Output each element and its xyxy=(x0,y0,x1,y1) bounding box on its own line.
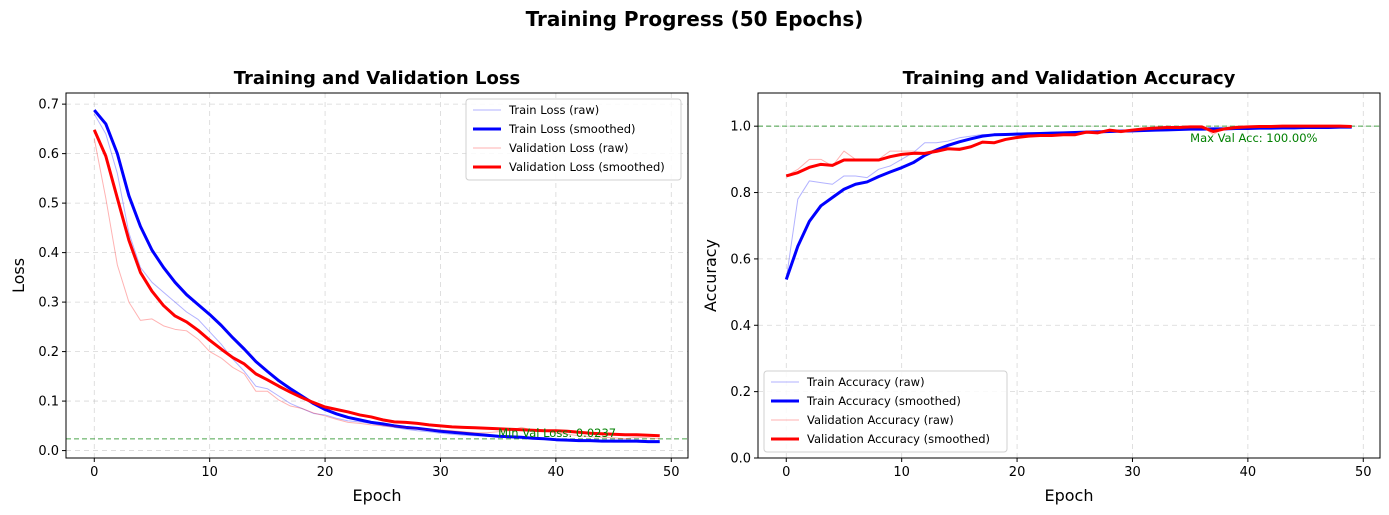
series-line-validation-loss-raw xyxy=(93,138,660,440)
legend-label: Validation Loss (raw) xyxy=(509,141,628,155)
x-tick-label: 20 xyxy=(317,465,334,480)
x-tick-label: 30 xyxy=(1124,465,1141,480)
x-tick-label: 0 xyxy=(90,465,98,480)
y-tick-label: 0.5 xyxy=(38,197,59,212)
y-axis-label: Accuracy xyxy=(701,239,720,312)
y-tick-label: 0.6 xyxy=(38,147,59,162)
y-tick-label: 0.7 xyxy=(38,98,59,113)
loss-chart-panel: Min Val Loss: 0.0237 0 10 20 30 40 50 0.0 0.1 0.2… xyxy=(9,68,689,505)
x-tick-label: 0 xyxy=(782,465,790,480)
legend-label: Train Accuracy (smoothed) xyxy=(806,394,961,408)
axes-frame xyxy=(65,92,689,459)
y-tick-label: 0.3 xyxy=(38,296,59,311)
legend-label: Train Accuracy (raw) xyxy=(806,375,925,389)
legend-label: Train Loss (smoothed) xyxy=(508,122,636,136)
figure-suptitle: Training Progress (50 Epochs) xyxy=(526,7,864,31)
x-tick-label: 20 xyxy=(1009,465,1026,480)
legend-box xyxy=(763,370,1008,453)
x-tick-label: 40 xyxy=(548,465,565,480)
axes-frame xyxy=(757,92,1381,459)
series-line-validation-loss-smoothed xyxy=(92,129,660,438)
y-tick-label: 0.2 xyxy=(730,385,751,400)
x-tick-label: 40 xyxy=(1240,465,1257,480)
series-line-train-loss-smoothed xyxy=(93,109,660,444)
legend-box xyxy=(465,98,682,181)
x-tick-label: 10 xyxy=(893,465,910,480)
x-tick-label: 30 xyxy=(432,465,449,480)
chart-title: Training and Validation Loss xyxy=(234,68,521,89)
y-tick-label: 0.4 xyxy=(38,246,59,261)
y-axis-label: Loss xyxy=(9,258,28,293)
y-tick-label: 0.8 xyxy=(730,186,751,201)
y-tick-label: 0.1 xyxy=(38,395,59,410)
x-tick-label: 10 xyxy=(201,465,218,480)
legend-label: Validation Loss (smoothed) xyxy=(509,160,665,174)
x-tick-label: 50 xyxy=(663,465,680,480)
y-tick-label: 0.4 xyxy=(730,319,751,334)
y-tick-label: 0.6 xyxy=(730,252,751,267)
annotation-label: Min Val Loss: 0.0237 xyxy=(498,426,616,440)
accuracy-chart-panel: Max Val Acc: 100.00% 0 10 20 30 40 50 0.0 0.2 0.4… xyxy=(701,68,1381,505)
y-tick-label: 0.2 xyxy=(38,345,59,360)
series-line-validation-accuracy-smoothed xyxy=(785,124,1352,178)
x-tick-label: 50 xyxy=(1355,465,1372,480)
legend-label: Validation Accuracy (smoothed) xyxy=(807,432,990,446)
annotation-label: Max Val Acc: 100.00% xyxy=(1190,131,1317,145)
y-tick-label: 0.0 xyxy=(38,444,59,459)
series-line-train-accuracy-smoothed xyxy=(784,125,1352,280)
x-axis-label: Epoch xyxy=(1045,486,1094,505)
chart-title: Training and Validation Accuracy xyxy=(903,68,1236,89)
legend: Train Accuracy (raw) Train Accuracy (smoo… xyxy=(763,370,1008,453)
series-line-train-accuracy-raw xyxy=(785,126,1352,279)
legend-label: Train Loss (raw) xyxy=(508,103,599,117)
legend: Train Loss (raw) Train Loss (smoothed) Val… xyxy=(465,98,682,181)
x-axis-label: Epoch xyxy=(353,486,402,505)
y-tick-label: 0.0 xyxy=(730,452,751,467)
y-tick-label: 1.0 xyxy=(730,120,751,135)
legend-label: Validation Accuracy (raw) xyxy=(807,413,954,427)
